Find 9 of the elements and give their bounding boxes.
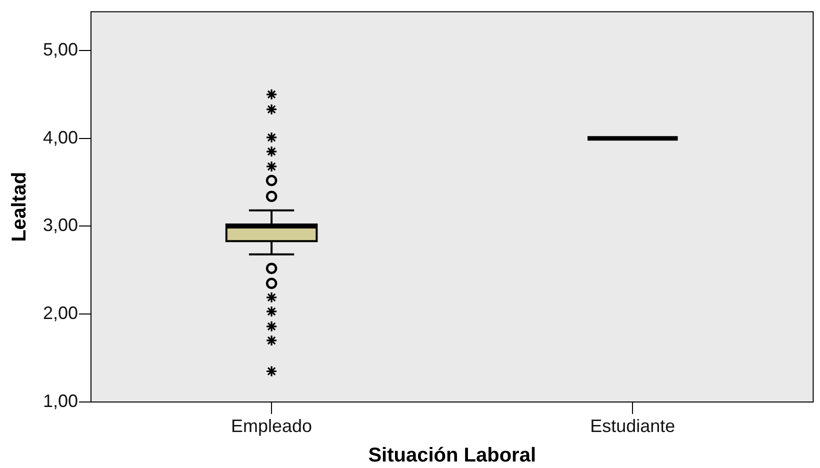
y-tick-label: 4,00 <box>42 127 78 148</box>
y-tick-label: 2,00 <box>42 303 78 324</box>
x-axis-title: Situación Laboral <box>368 444 536 467</box>
x-tick-label: Empleado <box>231 416 312 436</box>
x-tick-label: Estudiante <box>590 416 676 436</box>
y-tick-label: 5,00 <box>42 39 78 60</box>
y-tick-label: 3,00 <box>42 215 78 236</box>
y-axis-title: Lealtad <box>8 172 31 242</box>
y-tick-label: 1,00 <box>42 390 78 411</box>
